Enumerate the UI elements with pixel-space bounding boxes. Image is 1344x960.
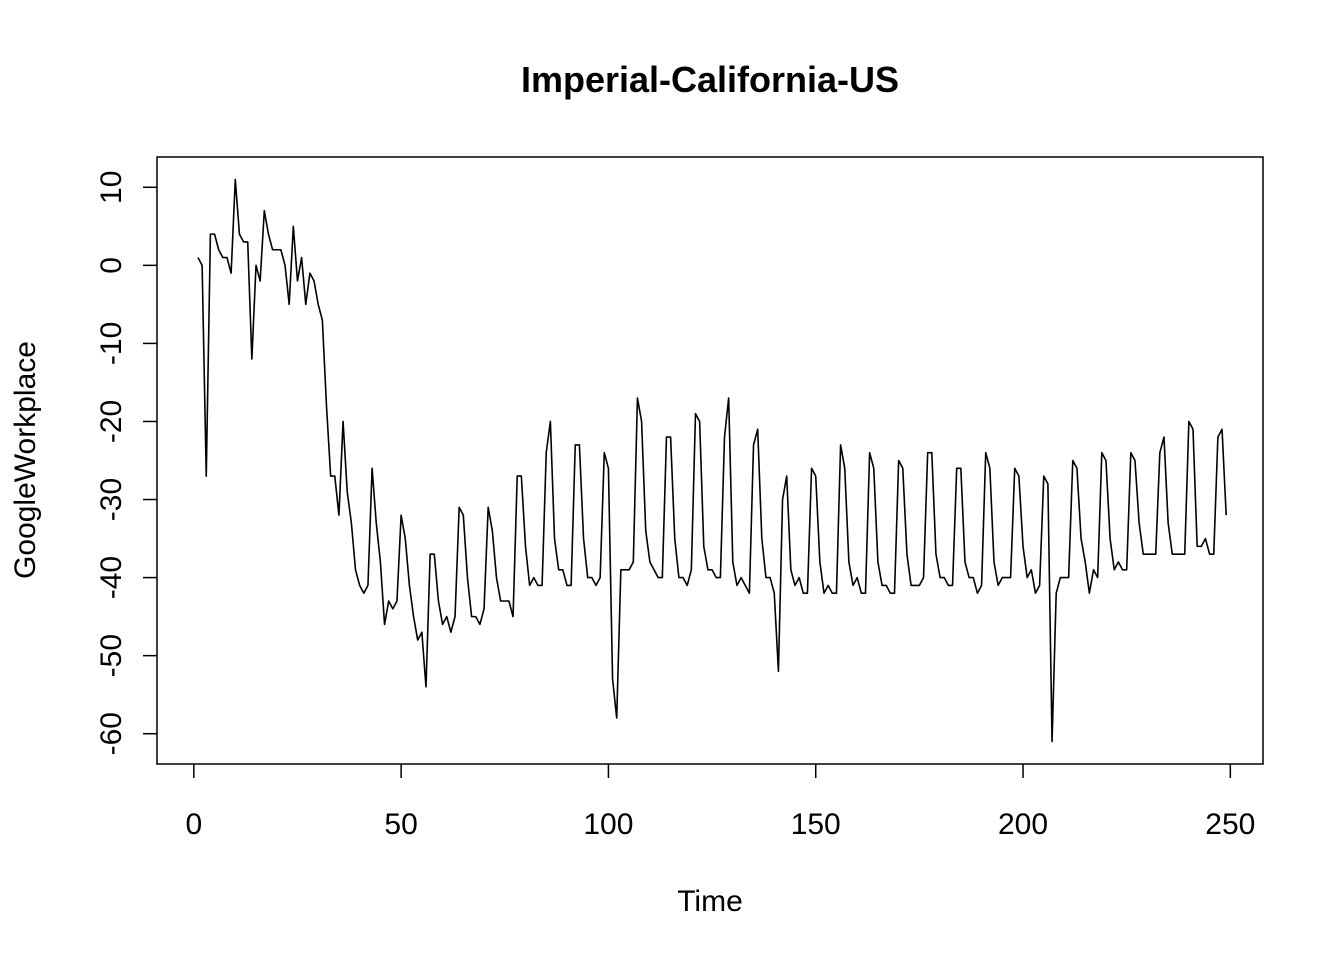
x-tick-label: 200 (998, 808, 1048, 841)
x-tick-label: 150 (791, 808, 841, 841)
y-tick-label: 0 (95, 257, 128, 274)
y-tick-label: -30 (95, 478, 128, 521)
x-tick-label: 50 (384, 808, 417, 841)
x-axis-label: Time (677, 885, 743, 918)
x-tick-label: 100 (583, 808, 633, 841)
x-tick-label: 0 (185, 808, 202, 841)
chart-title: Imperial-California-US (521, 59, 899, 100)
y-tick-label: -20 (95, 400, 128, 443)
y-axis-label: GoogleWorkplace (9, 341, 42, 579)
y-tick-label: 10 (95, 171, 128, 204)
y-tick-label: -10 (95, 322, 128, 365)
y-tick-label: -40 (95, 556, 128, 599)
x-tick-label: 250 (1205, 808, 1255, 841)
y-tick-label: -50 (95, 634, 128, 677)
y-axis: -60 -50 -40 -30 -20 -10 0 10 (95, 171, 157, 755)
series-line (197, 178, 1227, 743)
y-tick-label: -60 (95, 712, 128, 755)
plot-frame (156, 156, 1264, 765)
x-axis: 0 50 100 150 200 250 (185, 764, 1255, 841)
